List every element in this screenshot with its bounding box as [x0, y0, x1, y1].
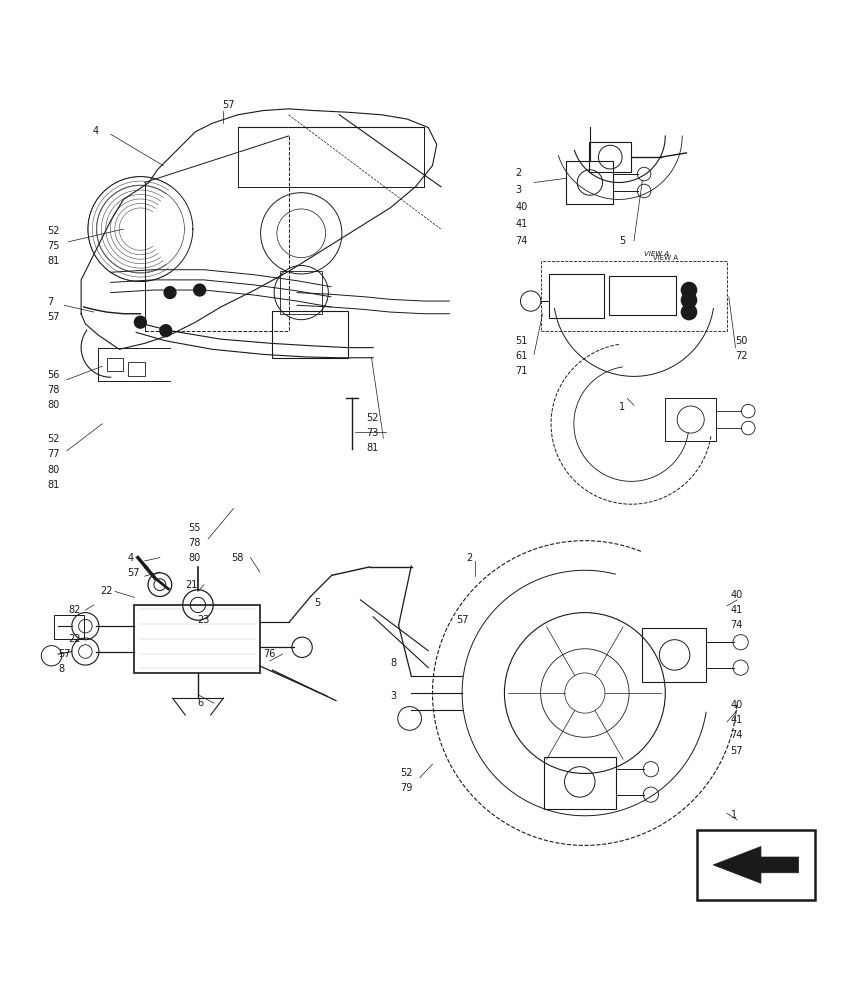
Text: 79: 79	[400, 783, 413, 793]
Text: 80: 80	[47, 400, 59, 410]
Text: 21: 21	[185, 580, 198, 590]
Text: 57: 57	[128, 568, 140, 578]
Text: 1: 1	[730, 810, 737, 820]
Text: 2: 2	[466, 553, 472, 563]
Text: 3: 3	[390, 691, 396, 701]
Circle shape	[682, 293, 696, 308]
Bar	[609, 276, 677, 315]
Text: 57: 57	[59, 649, 70, 659]
Text: 50: 50	[735, 336, 748, 346]
Text: 80: 80	[47, 465, 59, 475]
Text: 6: 6	[197, 698, 204, 708]
Text: 81: 81	[47, 256, 59, 266]
Circle shape	[193, 284, 205, 296]
Bar	[54, 615, 84, 639]
Text: 57: 57	[222, 100, 235, 110]
Text: 40: 40	[730, 590, 743, 600]
Text: 7: 7	[47, 297, 53, 307]
Bar	[696, 830, 815, 900]
Bar	[666, 398, 716, 441]
Bar	[128, 362, 145, 376]
Text: 52: 52	[47, 226, 59, 236]
Bar	[135, 605, 259, 673]
Bar	[107, 358, 124, 371]
Text: VIEW A: VIEW A	[644, 251, 669, 257]
Text: 41: 41	[730, 715, 743, 725]
Text: 55: 55	[188, 523, 201, 533]
Text: 56: 56	[47, 370, 59, 380]
Text: 5: 5	[314, 598, 321, 608]
Text: 41: 41	[516, 219, 527, 229]
Text: 4: 4	[92, 126, 98, 136]
Polygon shape	[713, 847, 799, 883]
Text: 80: 80	[188, 553, 201, 563]
Text: 2: 2	[516, 168, 522, 178]
Text: 81: 81	[47, 480, 59, 490]
Text: 77: 77	[47, 449, 59, 459]
Text: 52: 52	[47, 434, 59, 444]
Text: 4: 4	[128, 553, 134, 563]
Text: 52: 52	[400, 768, 413, 778]
Text: 57: 57	[456, 615, 469, 625]
Text: 78: 78	[47, 385, 59, 395]
Text: 57: 57	[47, 312, 59, 322]
Bar	[643, 628, 706, 682]
Text: 40: 40	[516, 202, 527, 212]
Text: 8: 8	[59, 664, 64, 674]
Text: 78: 78	[188, 538, 201, 548]
Bar	[589, 142, 632, 172]
Bar	[541, 261, 727, 331]
Text: 52: 52	[366, 413, 379, 423]
Text: 23: 23	[197, 615, 209, 625]
Text: 74: 74	[730, 730, 743, 740]
Text: 82: 82	[69, 605, 81, 615]
Bar	[280, 271, 322, 314]
Text: 8: 8	[390, 658, 396, 668]
Bar	[544, 757, 616, 809]
Text: 73: 73	[366, 428, 379, 438]
Text: 58: 58	[231, 553, 243, 563]
Text: 74: 74	[516, 236, 527, 246]
Circle shape	[682, 282, 696, 298]
Text: 74: 74	[730, 620, 743, 630]
Text: 72: 72	[735, 351, 748, 361]
Text: 76: 76	[263, 649, 276, 659]
Text: 3: 3	[516, 185, 522, 195]
Text: 61: 61	[516, 351, 527, 361]
Circle shape	[160, 325, 171, 337]
Text: 41: 41	[730, 605, 743, 615]
Text: 5: 5	[619, 236, 625, 246]
Bar	[271, 311, 348, 358]
Circle shape	[682, 304, 696, 320]
Circle shape	[135, 316, 147, 328]
Text: 71: 71	[516, 366, 527, 376]
Circle shape	[165, 287, 176, 299]
Bar	[566, 161, 613, 204]
Text: VIEW A: VIEW A	[653, 255, 678, 261]
Text: 40: 40	[730, 700, 743, 710]
Text: 57: 57	[730, 746, 743, 756]
Text: 22: 22	[101, 586, 113, 596]
Text: 51: 51	[516, 336, 527, 346]
Text: 22: 22	[69, 634, 81, 644]
Text: 75: 75	[47, 241, 59, 251]
Bar	[550, 274, 605, 318]
Text: 81: 81	[366, 443, 379, 453]
Text: 1: 1	[619, 402, 625, 412]
